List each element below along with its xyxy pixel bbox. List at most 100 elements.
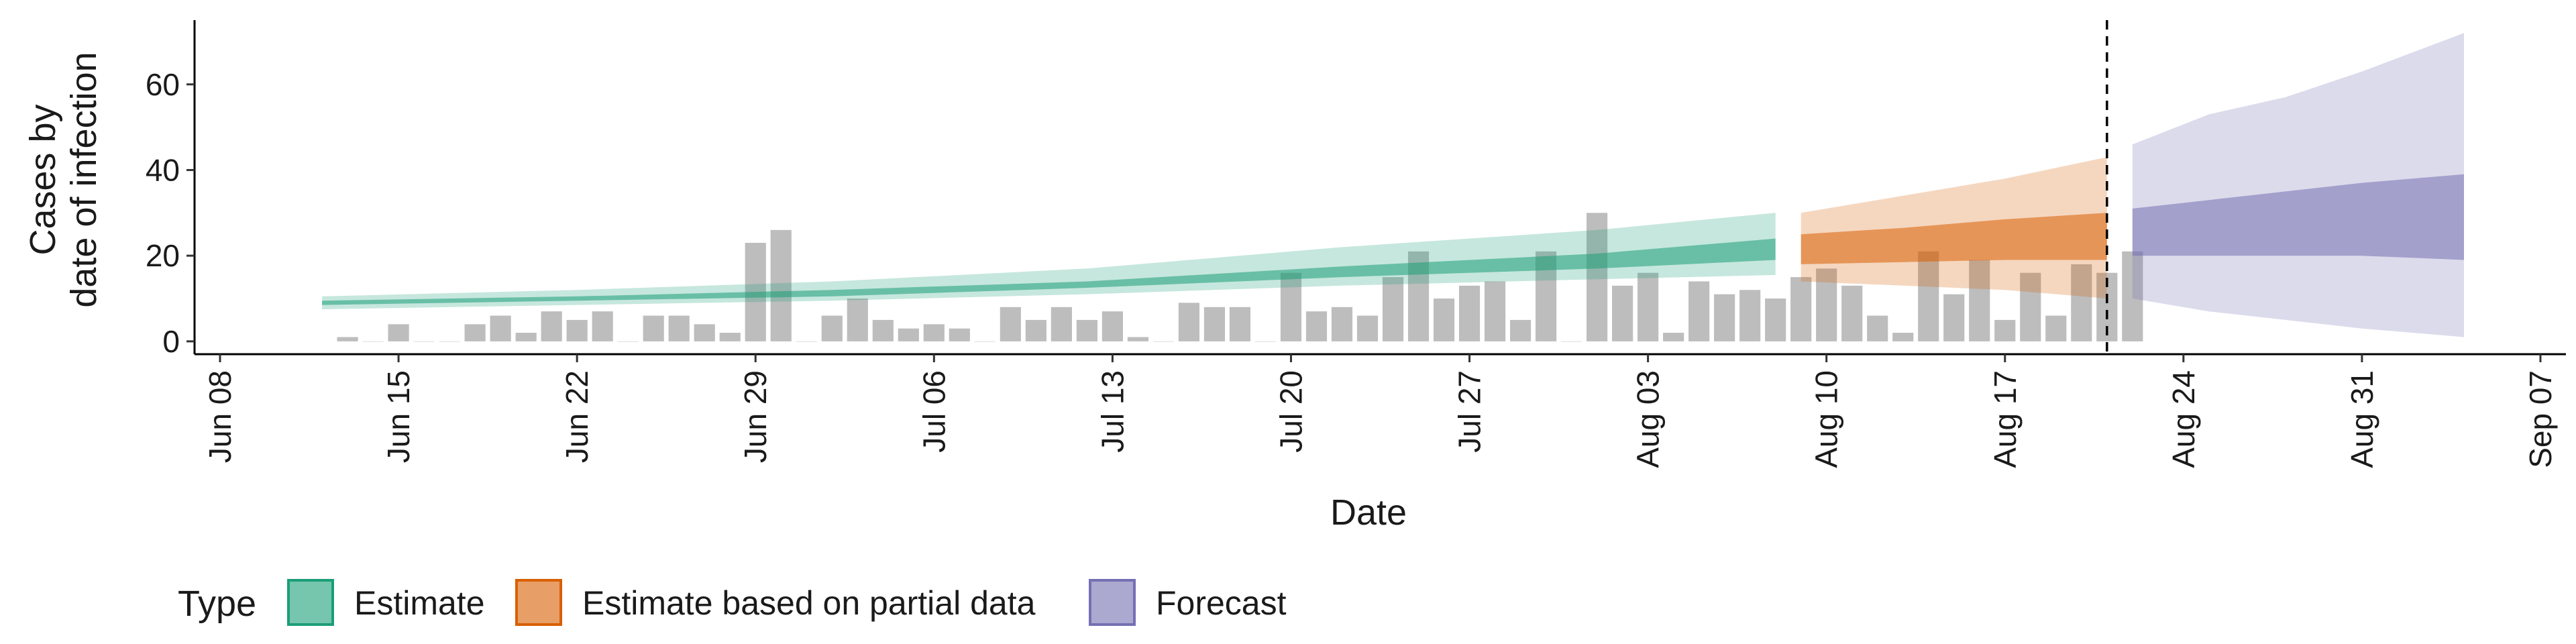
legend: Type Estimate Estimate based on partial d… xyxy=(178,579,1287,626)
y-ticks: 0 20 40 60 xyxy=(146,67,195,359)
legend-swatch-estimate xyxy=(287,579,334,626)
case-bar xyxy=(1587,213,1608,341)
case-bar xyxy=(1025,319,1046,341)
x-tick-label: Aug 03 xyxy=(1631,370,1666,468)
x-tick-label: Jun 29 xyxy=(738,370,773,463)
case-bar xyxy=(1841,285,1863,341)
case-bar xyxy=(617,341,639,342)
case-bar xyxy=(1382,277,1404,341)
y-tick-label: 20 xyxy=(146,238,180,273)
case-bar xyxy=(1688,281,1710,341)
case-bar xyxy=(1892,333,1914,341)
forecast-inner-band xyxy=(2132,174,2464,260)
case-bar xyxy=(1969,260,1990,341)
case-bar xyxy=(923,324,945,341)
case-bar xyxy=(821,315,843,341)
x-tick-label: Aug 17 xyxy=(1988,370,2023,468)
legend-swatch-forecast xyxy=(1089,579,1136,626)
case-bar xyxy=(2122,251,2143,341)
y-tick-label: 60 xyxy=(146,67,180,102)
case-bar xyxy=(872,319,894,341)
x-ticks: Jun 08 Jun 15 Jun 22 Jun 29 Jul 06 Jul 13 Jul … xyxy=(203,354,2558,468)
x-tick-label: Jun 08 xyxy=(203,370,237,463)
case-bar xyxy=(1943,294,1965,341)
x-tick-label: Aug 31 xyxy=(2345,370,2379,468)
case-bar xyxy=(1867,315,1888,341)
legend-label-estimate: Estimate xyxy=(354,584,485,622)
case-bar xyxy=(1051,307,1072,341)
case-bar xyxy=(490,315,511,341)
case-bar xyxy=(1254,341,1277,342)
legend-label-forecast: Forecast xyxy=(1156,584,1287,622)
x-tick-label: Jun 15 xyxy=(381,370,416,463)
y-tick-label: 40 xyxy=(146,152,180,187)
x-tick-label: Jun 22 xyxy=(559,370,594,463)
case-bar xyxy=(1331,307,1353,341)
case-bar xyxy=(1280,272,1302,341)
x-tick-label: Jul 13 xyxy=(1095,370,1130,453)
y-axis-title-line-2: date of infection xyxy=(64,52,104,307)
ribbons-layer xyxy=(322,33,2464,337)
case-bar xyxy=(1790,277,1812,341)
case-bar xyxy=(1484,281,1506,341)
case-bar xyxy=(413,341,435,342)
case-bar xyxy=(719,333,741,341)
legend-entries: Estimate Estimate based on partial data Fo… xyxy=(287,579,1287,626)
case-bar xyxy=(1127,337,1148,341)
case-bar xyxy=(1816,268,1837,341)
case-bar xyxy=(388,324,409,341)
case-bar xyxy=(1305,311,1328,341)
case-bar xyxy=(668,315,690,341)
case-bar xyxy=(847,299,868,341)
case-bar xyxy=(592,311,613,341)
case-bar xyxy=(1638,272,1659,341)
x-tick-label: Aug 24 xyxy=(2166,370,2201,468)
case-bar xyxy=(1076,319,1097,341)
case-bar xyxy=(770,229,792,341)
case-bar xyxy=(1918,251,1939,341)
x-tick-label: Jul 27 xyxy=(1452,370,1487,453)
case-bar xyxy=(949,328,970,341)
case-bar xyxy=(1203,307,1226,341)
y-axis-title-line-1: Cases by xyxy=(23,104,63,255)
x-tick-label: Jul 06 xyxy=(916,370,951,453)
case-bar xyxy=(1178,303,1200,341)
case-bar xyxy=(541,311,562,341)
case-bar xyxy=(1458,285,1481,341)
x-tick-label: Sep 07 xyxy=(2523,370,2558,468)
case-bar xyxy=(1152,341,1174,342)
case-bar xyxy=(1509,319,1532,341)
forecast-outer-band xyxy=(2132,33,2464,337)
case-bar xyxy=(898,328,919,341)
case-bar xyxy=(1765,299,1786,341)
case-bar xyxy=(1560,341,1582,342)
case-bar xyxy=(2045,315,2067,341)
case-bar xyxy=(796,341,817,342)
estimate-inner-band xyxy=(322,238,1776,305)
legend-label-estimate-based-on-partial-data: Estimate based on partial data xyxy=(582,584,1036,622)
case-bar xyxy=(1229,307,1251,341)
case-bar xyxy=(1994,319,2016,341)
legend-swatch-estimate-based-on-partial-data xyxy=(515,579,562,626)
case-bar xyxy=(362,341,384,342)
bars-layer xyxy=(337,213,2143,342)
x-axis-title: Date xyxy=(1330,492,1407,533)
case-bar xyxy=(694,324,715,341)
case-bar xyxy=(1433,299,1455,341)
case-bar xyxy=(2071,264,2092,341)
y-tick-label: 0 xyxy=(162,324,180,359)
estimate-based-on-partial-data-inner-band xyxy=(1801,213,2107,264)
case-bar xyxy=(643,315,664,341)
case-bar xyxy=(566,319,588,341)
case-bar xyxy=(464,324,486,341)
case-bar xyxy=(1739,290,1761,341)
case-bar xyxy=(439,341,460,342)
case-bar xyxy=(1714,294,1735,341)
case-bar xyxy=(1000,307,1021,341)
axes-layer xyxy=(193,20,2566,356)
case-bar xyxy=(1612,285,1633,341)
case-bar xyxy=(1663,333,1684,341)
x-tick-label: Aug 10 xyxy=(1809,370,1844,468)
case-bar xyxy=(337,337,358,341)
